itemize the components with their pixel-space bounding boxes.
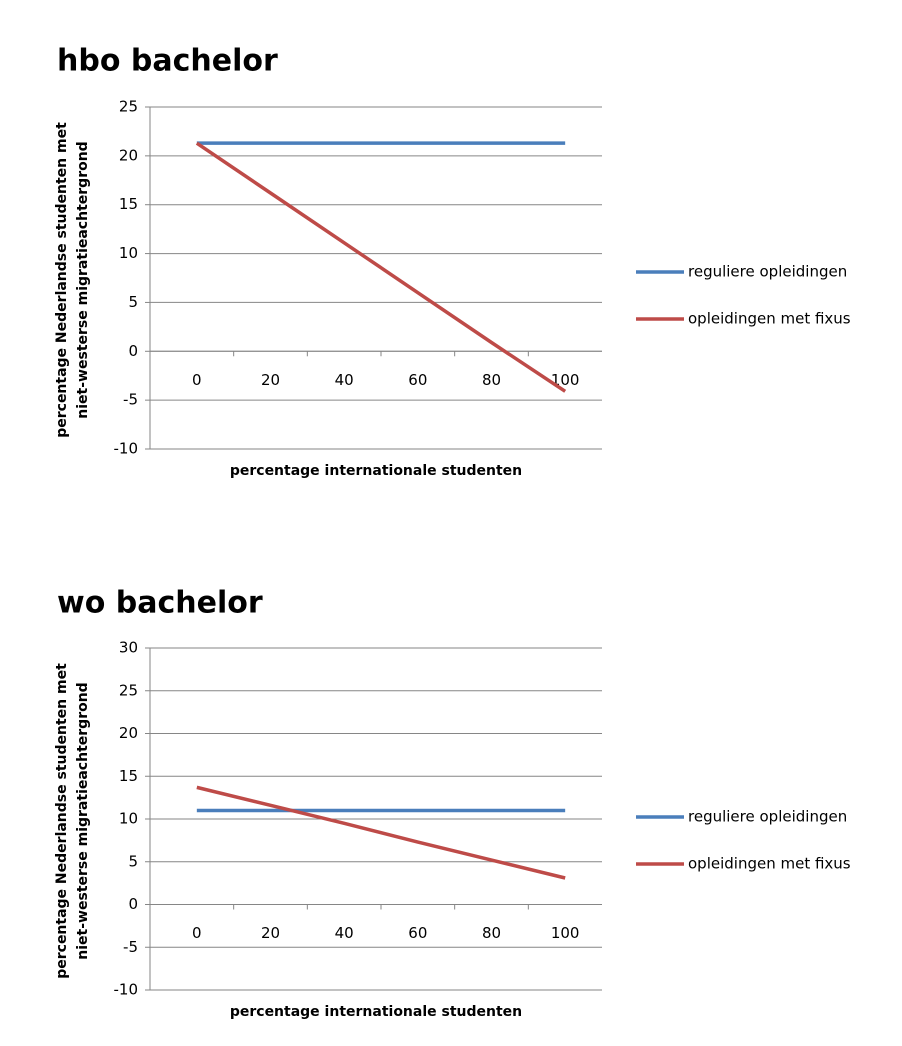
x-tick-label: 0 bbox=[192, 924, 202, 942]
line bbox=[196, 785, 566, 880]
x-axis-label: percentage internationale studenten bbox=[230, 463, 522, 479]
legend-label: reguliere opleidingen bbox=[688, 263, 847, 281]
y-tick-label: 5 bbox=[128, 852, 138, 870]
y-axis-label: percentage Nederlandse studenten met bbox=[54, 663, 70, 979]
y-tick-label: 25 bbox=[119, 98, 138, 116]
legend-label: reguliere opleidingen bbox=[688, 808, 847, 826]
x-tick-label: 0 bbox=[192, 371, 202, 389]
y-tick-label: 15 bbox=[119, 767, 138, 785]
y-tick-label: 30 bbox=[119, 639, 138, 657]
x-tick-label: 60 bbox=[408, 924, 427, 942]
x-tick-label: 40 bbox=[335, 924, 354, 942]
x-axis-label: percentage internationale studenten bbox=[230, 1004, 522, 1020]
y-axis-label: niet-westerse migratieachtergrond bbox=[75, 141, 91, 418]
x-tick-label: 20 bbox=[261, 924, 280, 942]
y-tick-label: 20 bbox=[119, 724, 138, 742]
y-tick-label: 0 bbox=[128, 342, 138, 360]
y-tick-label: -5 bbox=[123, 938, 138, 956]
y-axis-label: percentage Nederlandse studenten met bbox=[54, 122, 70, 438]
x-tick-label: 40 bbox=[335, 371, 354, 389]
y-tick-label: 5 bbox=[128, 293, 138, 311]
y-tick-label: 15 bbox=[119, 195, 138, 213]
line bbox=[195, 141, 567, 393]
y-tick-label: -5 bbox=[123, 391, 138, 409]
chart-title: wo bachelor bbox=[57, 586, 263, 621]
x-tick-label: 80 bbox=[482, 371, 501, 389]
y-axis-label: niet-westerse migratieachtergrond bbox=[75, 682, 91, 959]
y-tick-label: 20 bbox=[119, 146, 138, 164]
y-tick-label: -10 bbox=[114, 440, 139, 458]
y-tick-label: 0 bbox=[128, 895, 138, 913]
y-tick-label: 10 bbox=[119, 244, 138, 262]
legend-label: opleidingen met fixus bbox=[688, 310, 851, 328]
legend-label: opleidingen met fixus bbox=[688, 855, 851, 873]
x-tick-label: 100 bbox=[551, 371, 580, 389]
x-tick-label: 60 bbox=[408, 371, 427, 389]
x-tick-label: 20 bbox=[261, 371, 280, 389]
y-tick-label: -10 bbox=[114, 981, 139, 999]
y-tick-label: 25 bbox=[119, 681, 138, 699]
x-tick-label: 80 bbox=[482, 924, 501, 942]
x-tick-label: 100 bbox=[551, 924, 580, 942]
y-tick-label: 10 bbox=[119, 810, 138, 828]
chart-title: hbo bachelor bbox=[57, 44, 278, 79]
